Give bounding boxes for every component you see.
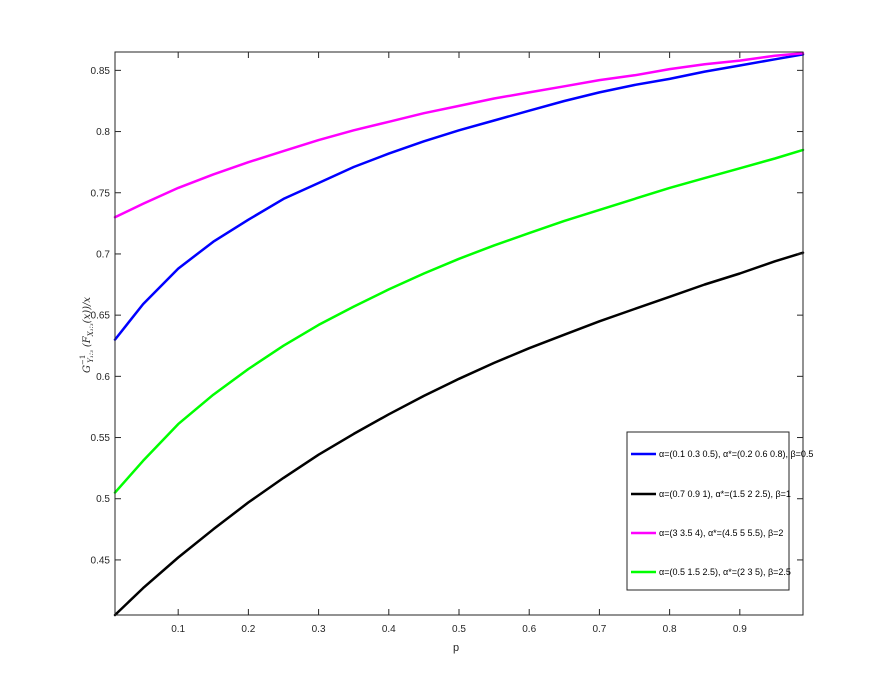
y-label-rest: (F bbox=[82, 335, 93, 347]
x-axis-ticks: 0.1 0.2 0.3 0.4 0.5 0.6 0.7 0.8 0.9 bbox=[171, 52, 747, 635]
x-tick-label: 0.2 bbox=[241, 624, 255, 635]
y-label-inner-sub: X₁:₃ bbox=[87, 323, 95, 337]
y-tick-label: 0.55 bbox=[91, 433, 111, 444]
series-line-1 bbox=[113, 53, 805, 341]
svg-text:G−1Y₁:₃(FX₁:₃(x))/x: G−1Y₁:₃ (FX₁:₃(x))/x bbox=[79, 297, 95, 373]
x-tick-label: 0.6 bbox=[522, 624, 536, 635]
x-axis-label: p bbox=[453, 642, 459, 654]
y-tick-label: 0.6 bbox=[96, 372, 110, 383]
y-tick-label: 0.85 bbox=[91, 66, 111, 77]
legend-box bbox=[626, 431, 790, 591]
x-tick-label: 0.9 bbox=[733, 624, 747, 635]
y-tick-label: 0.75 bbox=[91, 188, 111, 199]
x-tick-label: 0.7 bbox=[592, 624, 606, 635]
legend: α=(0.1 0.3 0.5), α*=(0.2 0.6 0.8), β=0.5… bbox=[626, 431, 813, 591]
y-tick-label: 0.45 bbox=[91, 555, 111, 566]
y-label-sub: Y₁:₃ bbox=[87, 350, 95, 363]
x-tick-label: 0.4 bbox=[382, 624, 396, 635]
legend-label-2: α=(0.7 0.9 1), α*=(1.5 2 2.5), β=1 bbox=[659, 489, 791, 499]
legend-label-4: α=(0.5 1.5 2.5), α*=(2 3 5), β=2.5 bbox=[659, 567, 791, 577]
legend-items: α=(0.1 0.3 0.5), α*=(0.2 0.6 0.8), β=0.5… bbox=[631, 449, 813, 577]
series-line-3 bbox=[113, 51, 805, 219]
y-tick-label: 0.65 bbox=[91, 311, 111, 322]
y-tick-label: 0.7 bbox=[96, 249, 110, 260]
series-lines bbox=[113, 51, 805, 617]
legend-label-1: α=(0.1 0.3 0.5), α*=(0.2 0.6 0.8), β=0.5 bbox=[659, 449, 813, 459]
series-line-4 bbox=[113, 148, 805, 494]
x-tick-label: 0.5 bbox=[452, 624, 466, 635]
y-label-main: G bbox=[82, 365, 93, 373]
series-line-2 bbox=[113, 251, 805, 617]
y-tick-label: 0.5 bbox=[96, 494, 110, 505]
y-label-tail: (x))/x bbox=[82, 297, 93, 324]
y-label-sup: −1 bbox=[79, 355, 87, 365]
x-tick-label: 0.1 bbox=[171, 624, 185, 635]
x-tick-label: 0.8 bbox=[663, 624, 677, 635]
x-tick-label: 0.3 bbox=[312, 624, 326, 635]
y-axis-label: G−1Y₁:₃ (FX₁:₃(x))/x bbox=[79, 297, 95, 373]
y-axis-ticks: 0.45 0.5 0.55 0.6 0.65 0.7 0.75 0.8 0.85 bbox=[91, 66, 803, 566]
legend-label-3: α=(3 3.5 4), α*=(4.5 5 5.5), β=2 bbox=[659, 528, 783, 538]
y-tick-label: 0.8 bbox=[96, 127, 110, 138]
